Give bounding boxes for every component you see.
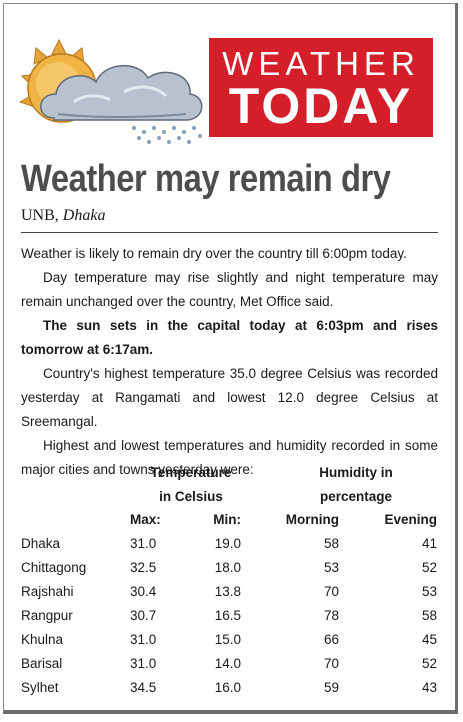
cell-min: 15.0	[214, 632, 241, 647]
cell-morning: 66	[323, 632, 339, 647]
cell-morning: 70	[323, 656, 339, 671]
weather-today-banner: WEATHER TODAY	[209, 38, 433, 137]
byline: UNB, Dhaka	[21, 206, 105, 226]
sun-cloud-rain-icon	[18, 38, 203, 144]
cell-morning: 70	[323, 584, 339, 599]
paragraph: Weather is likely to remain dry over the…	[21, 246, 407, 261]
cell-evening: 58	[421, 608, 437, 623]
byline-separator: ,	[54, 207, 59, 224]
cell-morning: 58	[323, 536, 339, 551]
cell-city: Rajshahi	[21, 584, 74, 599]
cell-max: 30.7	[130, 608, 157, 623]
cell-city: Sylhet	[21, 680, 59, 695]
byline-place: Dhaka	[62, 207, 106, 224]
headline: Weather may remain dry	[21, 158, 391, 200]
cell-city: Barisal	[21, 656, 63, 671]
paragraph: Day temperature may rise slightly and ni…	[21, 270, 438, 309]
cell-min: 16.5	[214, 608, 241, 623]
cell-morning: 59	[323, 680, 339, 695]
humidity-header: Humidity in percentage	[296, 461, 416, 509]
cell-evening: 52	[421, 560, 437, 575]
column-header-evening: Evening	[384, 512, 437, 527]
cell-min: 16.0	[214, 680, 241, 695]
column-header-morning: Morning	[285, 512, 339, 527]
divider	[21, 232, 438, 233]
cell-city: Chittagong	[21, 560, 87, 575]
humidity-header-line-1: Humidity in	[319, 465, 393, 480]
paragraph: Highest and lowest temperatures and humi…	[21, 438, 438, 477]
temperature-header-line-2: in Celsius	[159, 489, 223, 504]
cell-morning: 78	[323, 608, 339, 623]
cell-max: 31.0	[130, 656, 157, 671]
temperature-header: Temperature in Celsius	[131, 461, 251, 509]
cloud-icon	[40, 64, 203, 121]
cell-evening: 45	[421, 632, 437, 647]
cell-evening: 52	[421, 656, 437, 671]
cell-max: 34.5	[130, 680, 157, 695]
humidity-header-line-2: percentage	[319, 489, 393, 504]
cell-max: 32.5	[130, 560, 157, 575]
cell-max: 30.4	[130, 584, 157, 599]
cell-min: 14.0	[214, 656, 241, 671]
cell-city: Dhaka	[21, 536, 61, 551]
rain-icon	[132, 126, 202, 144]
byline-agency: UNB	[21, 207, 55, 224]
cell-evening: 41	[421, 536, 437, 551]
cell-min: 13.8	[214, 584, 241, 599]
paragraph-bold: The sun sets in the capital today at 6:0…	[21, 318, 438, 357]
cell-max: 31.0	[130, 632, 157, 647]
temperature-header-line-1: Temperature	[150, 465, 232, 480]
cell-evening: 53	[421, 584, 437, 599]
cell-evening: 43	[421, 680, 437, 695]
cell-min: 18.0	[214, 560, 241, 575]
banner-line-1: WEATHER	[222, 45, 420, 82]
paragraph: Country's highest temperature 35.0 degre…	[21, 366, 438, 429]
article-body: Weather is likely to remain dry over the…	[21, 242, 438, 482]
banner-line-2: TODAY	[228, 78, 414, 134]
cell-min: 19.0	[214, 536, 241, 551]
cell-city: Rangpur	[21, 608, 73, 623]
cell-morning: 53	[323, 560, 339, 575]
cell-max: 31.0	[130, 536, 157, 551]
column-header-min: Min:	[213, 512, 241, 527]
cell-city: Khulna	[21, 632, 64, 647]
column-header-max: Max:	[130, 512, 161, 527]
